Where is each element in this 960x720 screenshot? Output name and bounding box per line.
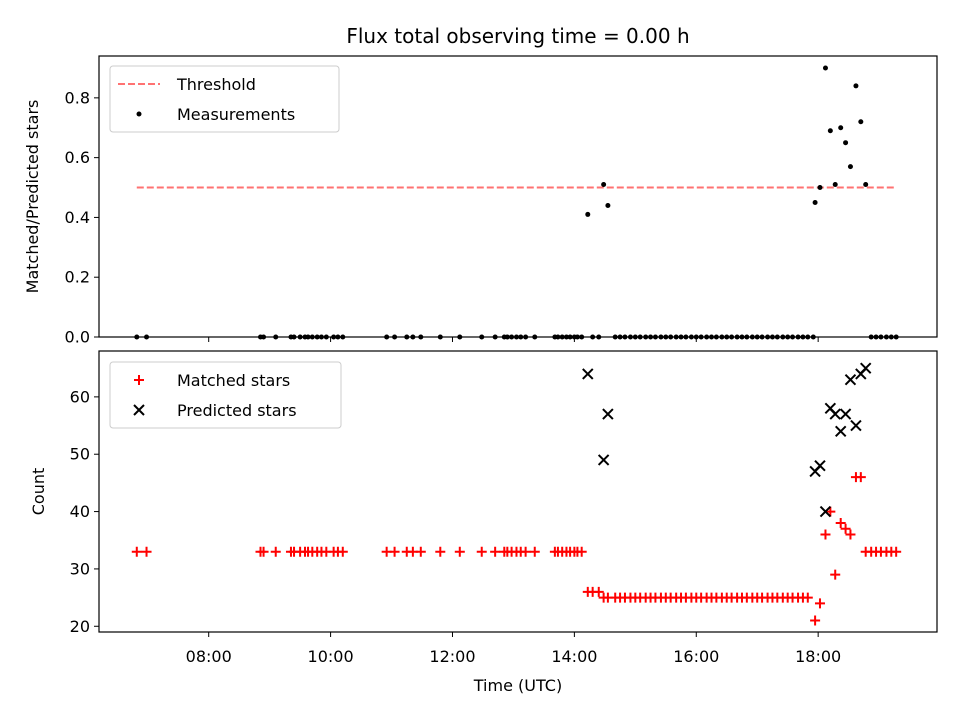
data-point-1-10 bbox=[844, 373, 857, 386]
data-point-0-94 bbox=[855, 472, 866, 483]
y-tick-label: 0.4 bbox=[65, 208, 90, 227]
data-point-0-32 bbox=[529, 546, 540, 557]
data-point-0-85 bbox=[810, 615, 821, 626]
data-point-0-90 bbox=[835, 518, 846, 529]
data-point-0-22 bbox=[435, 546, 446, 557]
legend-label: Predicted stars bbox=[177, 401, 297, 420]
data-point-1-9 bbox=[839, 408, 852, 420]
y-tick-label: 0.0 bbox=[65, 328, 90, 347]
series-1-predicted-stars bbox=[582, 362, 872, 518]
data-point-0-91 bbox=[838, 125, 844, 131]
legend-label: Matched stars bbox=[177, 371, 290, 390]
data-point-0-21 bbox=[415, 546, 426, 557]
data-point-1-5 bbox=[819, 505, 832, 518]
x-tick-label: 10:00 bbox=[308, 647, 354, 666]
data-point-0-84 bbox=[802, 592, 813, 603]
x-tick-label: 12:00 bbox=[429, 647, 475, 666]
data-point-0-16 bbox=[337, 546, 348, 557]
y-tick-label: 0.6 bbox=[65, 148, 90, 167]
y-tick-label: 30 bbox=[70, 559, 90, 578]
y-tick-label: 50 bbox=[70, 445, 90, 464]
data-point-0-86 bbox=[814, 598, 825, 609]
legend-label: Measurements bbox=[177, 105, 295, 124]
data-point-0-91 bbox=[840, 523, 851, 534]
legend-box bbox=[109, 361, 342, 429]
data-point-0-4 bbox=[270, 546, 281, 557]
legend-label: Threshold bbox=[176, 75, 256, 94]
data-point-0-86 bbox=[812, 199, 818, 205]
bottom-panel-count: 20 30 40 50 60 Count Matched stars Predicted st… bbox=[29, 350, 938, 637]
data-point-0-94 bbox=[853, 83, 859, 89]
data-point-0-90 bbox=[832, 182, 838, 188]
legend-box bbox=[109, 65, 340, 133]
x-tick-label: 08:00 bbox=[186, 647, 232, 666]
legend: Matched stars Predicted stars bbox=[109, 361, 342, 429]
data-point-0-40 bbox=[576, 546, 587, 557]
series-0-matched-stars bbox=[131, 472, 902, 626]
axes-frame bbox=[98, 350, 938, 633]
x-axis: 08:00 10:00 12:00 14:00 16:00 18:00 bbox=[186, 647, 842, 666]
data-point-1-7 bbox=[829, 408, 841, 420]
x-tick-label: 16:00 bbox=[673, 647, 719, 666]
axes-frame bbox=[98, 55, 938, 338]
y-tick-label: 0.8 bbox=[65, 88, 90, 107]
y-axis-label: Matched/Predicted stars bbox=[23, 100, 42, 294]
data-point-0-89 bbox=[830, 569, 841, 580]
data-point-0-92 bbox=[845, 529, 856, 540]
data-point-0-87 bbox=[817, 185, 823, 191]
data-point-1-13 bbox=[859, 362, 872, 374]
data-point-0-45 bbox=[605, 202, 611, 208]
series-0-measurements bbox=[134, 65, 899, 340]
data-point-1-1 bbox=[597, 454, 610, 466]
data-point-0-87 bbox=[820, 529, 831, 540]
x-axis-label: Time (UTC) bbox=[473, 676, 562, 695]
data-point-0-92 bbox=[843, 140, 849, 146]
y-tick-label: 60 bbox=[70, 387, 90, 406]
data-point-0-31 bbox=[520, 546, 531, 557]
data-point-0-25 bbox=[490, 546, 501, 557]
data-point-1-2 bbox=[602, 408, 614, 420]
data-point-1-8 bbox=[834, 425, 847, 437]
data-point-0-18 bbox=[389, 546, 400, 557]
data-point-1-11 bbox=[850, 419, 862, 432]
data-point-0-23 bbox=[454, 546, 465, 557]
chart-title: Flux total observing time = 0.00 h bbox=[346, 24, 689, 48]
data-point-1-0 bbox=[582, 368, 594, 380]
data-point-0-1 bbox=[141, 546, 152, 557]
legend-marker-swatch bbox=[136, 111, 142, 117]
y-tick-label: 20 bbox=[70, 617, 90, 636]
data-point-0-88 bbox=[825, 506, 836, 517]
x-tick-label: 18:00 bbox=[795, 647, 841, 666]
legend-marker-swatch bbox=[133, 404, 145, 416]
data-point-0-43 bbox=[593, 586, 604, 597]
legend-marker-swatch bbox=[134, 375, 144, 385]
data-point-0-101 bbox=[891, 546, 902, 557]
data-point-1-4 bbox=[814, 459, 826, 472]
data-point-0-95 bbox=[858, 119, 864, 125]
top-panel-ratio: 0.0 0.2 0.4 0.6 0.8 Matched/Predicted stars Th… bbox=[23, 55, 938, 347]
data-point-0-24 bbox=[476, 546, 487, 557]
data-point-0-0 bbox=[131, 546, 142, 557]
data-point-0-96 bbox=[863, 182, 869, 188]
data-point-0-3 bbox=[258, 546, 269, 557]
legend: Threshold Measurements bbox=[109, 65, 340, 133]
data-point-0-93 bbox=[847, 164, 853, 170]
data-point-0-44 bbox=[601, 182, 607, 188]
x-tick-label: 14:00 bbox=[551, 647, 597, 666]
y-tick-label: 40 bbox=[70, 502, 90, 521]
data-point-0-41 bbox=[585, 211, 591, 217]
y-tick-label: 0.2 bbox=[65, 268, 90, 287]
data-point-0-89 bbox=[827, 128, 833, 134]
y-axis-label: Count bbox=[29, 468, 48, 516]
data-point-0-88 bbox=[822, 65, 828, 71]
